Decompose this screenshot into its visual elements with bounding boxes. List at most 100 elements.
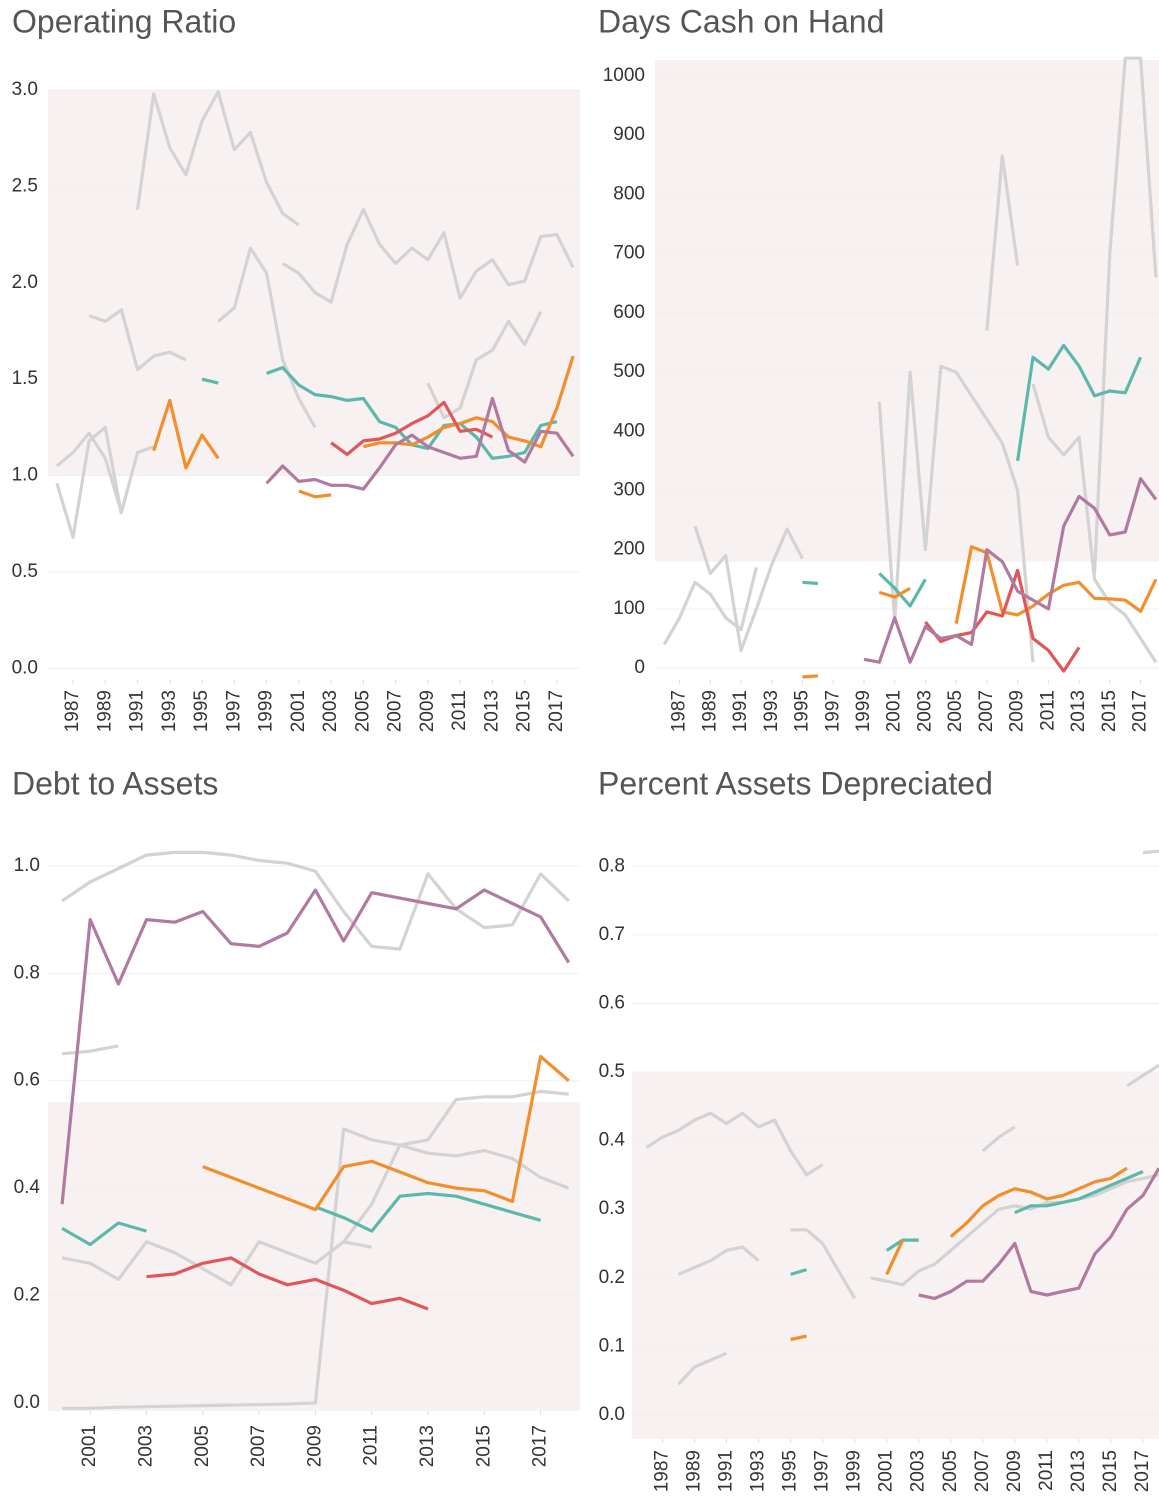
x-tick-label: 1997 <box>822 690 843 732</box>
y-tick-label: 300 <box>613 480 645 501</box>
series-line <box>802 580 819 586</box>
x-tick-label: 2015 <box>514 690 535 732</box>
y-tick-label: 1.5 <box>12 368 38 389</box>
x-tick-label: 1991 <box>730 690 751 732</box>
y-tick-label: 500 <box>613 361 645 382</box>
target-band <box>655 60 1159 562</box>
x-tick-label: 1997 <box>223 690 244 732</box>
series-line <box>61 1240 373 1287</box>
series-line <box>981 1125 1016 1153</box>
y-tick-label: 200 <box>613 539 645 560</box>
y-tick-label: 0.3 <box>599 1198 625 1219</box>
y-tick-label: 1.0 <box>12 465 38 486</box>
x-tick-label: 1989 <box>699 690 720 732</box>
y-tick-label: 400 <box>613 420 645 441</box>
series-line <box>662 567 758 646</box>
y-tick-label: 0.5 <box>12 561 38 582</box>
series-line <box>870 1173 1159 1287</box>
series-line <box>202 1054 570 1212</box>
x-tick-label: 2015 <box>473 1425 494 1467</box>
x-tick-label: 2017 <box>530 1425 551 1467</box>
series-line <box>201 377 219 385</box>
series-line <box>88 308 187 372</box>
x-tick-label: 1997 <box>812 1450 833 1492</box>
series-line <box>1142 849 1159 855</box>
x-tick-label: 2001 <box>876 1450 897 1492</box>
y-tick-label: 0.5 <box>599 1061 625 1082</box>
x-tick-label: 2005 <box>940 1450 961 1492</box>
x-tick-label: 2011 <box>1036 1450 1057 1491</box>
x-tick-label: 2009 <box>1004 1450 1025 1492</box>
x-tick-label: 2001 <box>884 690 905 732</box>
y-tick-label: 0.6 <box>14 1070 40 1091</box>
y-tick-label: 100 <box>613 598 645 619</box>
x-tick-label: 1993 <box>159 690 180 732</box>
y-tick-label: 0.7 <box>599 924 625 945</box>
series-line <box>790 1268 808 1276</box>
series-line <box>677 1351 728 1386</box>
x-tick-label: 2003 <box>136 1425 157 1467</box>
series-line <box>426 310 543 420</box>
x-tick-label: 2011 <box>449 690 470 731</box>
y-tick-label: 0.4 <box>599 1130 626 1151</box>
series-line <box>924 568 1081 673</box>
chart-title: Percent Assets Depreciated <box>598 765 993 801</box>
y-tick-label: 0.4 <box>14 1177 41 1198</box>
series-line <box>878 572 927 608</box>
x-tick-label: 2013 <box>1068 690 1089 732</box>
y-tick-label: 0.8 <box>14 962 40 983</box>
series-line <box>135 90 300 227</box>
x-tick-label: 2017 <box>546 690 567 732</box>
x-tick-label: 1987 <box>62 690 83 732</box>
y-tick-label: 0.0 <box>599 1404 625 1425</box>
x-tick-label: 1987 <box>651 1450 672 1492</box>
series-line <box>342 1089 569 1243</box>
series-line <box>265 396 575 491</box>
series-line <box>877 364 1035 663</box>
target-band <box>48 1102 580 1411</box>
series-line <box>330 400 494 456</box>
series-line <box>61 850 570 951</box>
x-tick-label: 2007 <box>976 690 997 732</box>
series-line <box>790 1334 807 1342</box>
x-tick-label: 1993 <box>761 690 782 732</box>
series-line <box>1016 343 1143 462</box>
x-tick-label: 2013 <box>481 690 502 732</box>
y-tick-label: 0.2 <box>599 1267 625 1288</box>
x-tick-label: 2011 <box>1037 690 1058 731</box>
series-line <box>1092 56 1158 574</box>
x-tick-label: 1989 <box>683 1450 704 1492</box>
series-line <box>61 1221 147 1247</box>
series-line <box>954 545 1158 625</box>
x-tick-label: 1991 <box>716 1450 737 1492</box>
plot-area <box>662 56 1158 679</box>
y-tick-label: 0.2 <box>14 1285 40 1306</box>
chart-title: Operating Ratio <box>12 3 236 39</box>
x-tick-label: 2007 <box>972 1450 993 1492</box>
series-line <box>1031 383 1158 664</box>
x-tick-label: 2005 <box>352 690 373 732</box>
series-line <box>61 1044 119 1056</box>
x-tick-label: 1995 <box>792 690 813 732</box>
y-tick-label: 900 <box>613 124 645 145</box>
series-line <box>281 207 575 304</box>
x-tick-label: 2003 <box>320 690 341 732</box>
x-tick-label: 2013 <box>1068 1450 1089 1492</box>
y-tick-label: 0.0 <box>14 1392 40 1413</box>
series-line <box>677 1245 760 1276</box>
series-line <box>298 489 332 499</box>
series-line <box>693 525 804 652</box>
chart-title: Days Cash on Hand <box>598 3 884 39</box>
x-tick-label: 2009 <box>1007 690 1028 732</box>
series-line <box>217 246 317 429</box>
series-line <box>878 586 911 599</box>
series-line <box>985 154 1020 331</box>
y-tick-label: 1.0 <box>14 855 40 876</box>
x-tick-label: 2007 <box>248 1425 269 1467</box>
chart-title: Debt to Assets <box>12 765 218 801</box>
y-tick-label: 2.0 <box>12 272 38 293</box>
series-line <box>55 425 123 539</box>
series-line <box>152 398 220 470</box>
y-tick-label: 2.5 <box>12 175 38 196</box>
x-tick-label: 2001 <box>288 690 309 732</box>
